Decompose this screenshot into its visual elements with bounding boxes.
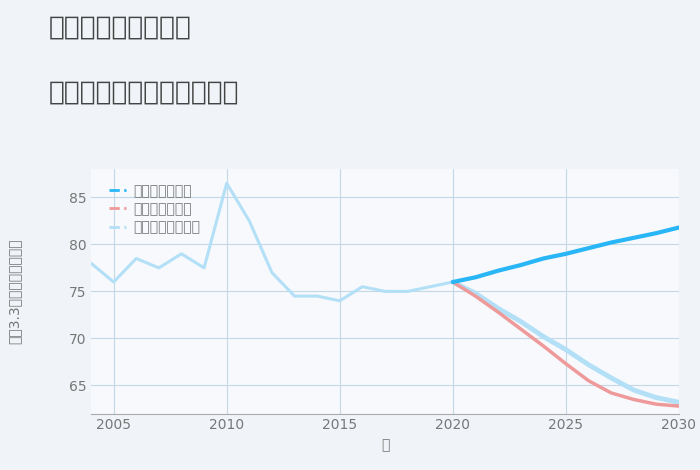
Text: 中古マンションの価格推移: 中古マンションの価格推移 <box>49 80 239 106</box>
Text: 千葉県野田市岩名の: 千葉県野田市岩名の <box>49 14 192 40</box>
Text: 坪（3.3㎡）単価（万円）: 坪（3.3㎡）単価（万円） <box>7 239 21 344</box>
X-axis label: 年: 年 <box>381 438 389 452</box>
Legend: グッドシナリオ, バッドシナリオ, ノーマルシナリオ: グッドシナリオ, バッドシナリオ, ノーマルシナリオ <box>104 179 206 240</box>
